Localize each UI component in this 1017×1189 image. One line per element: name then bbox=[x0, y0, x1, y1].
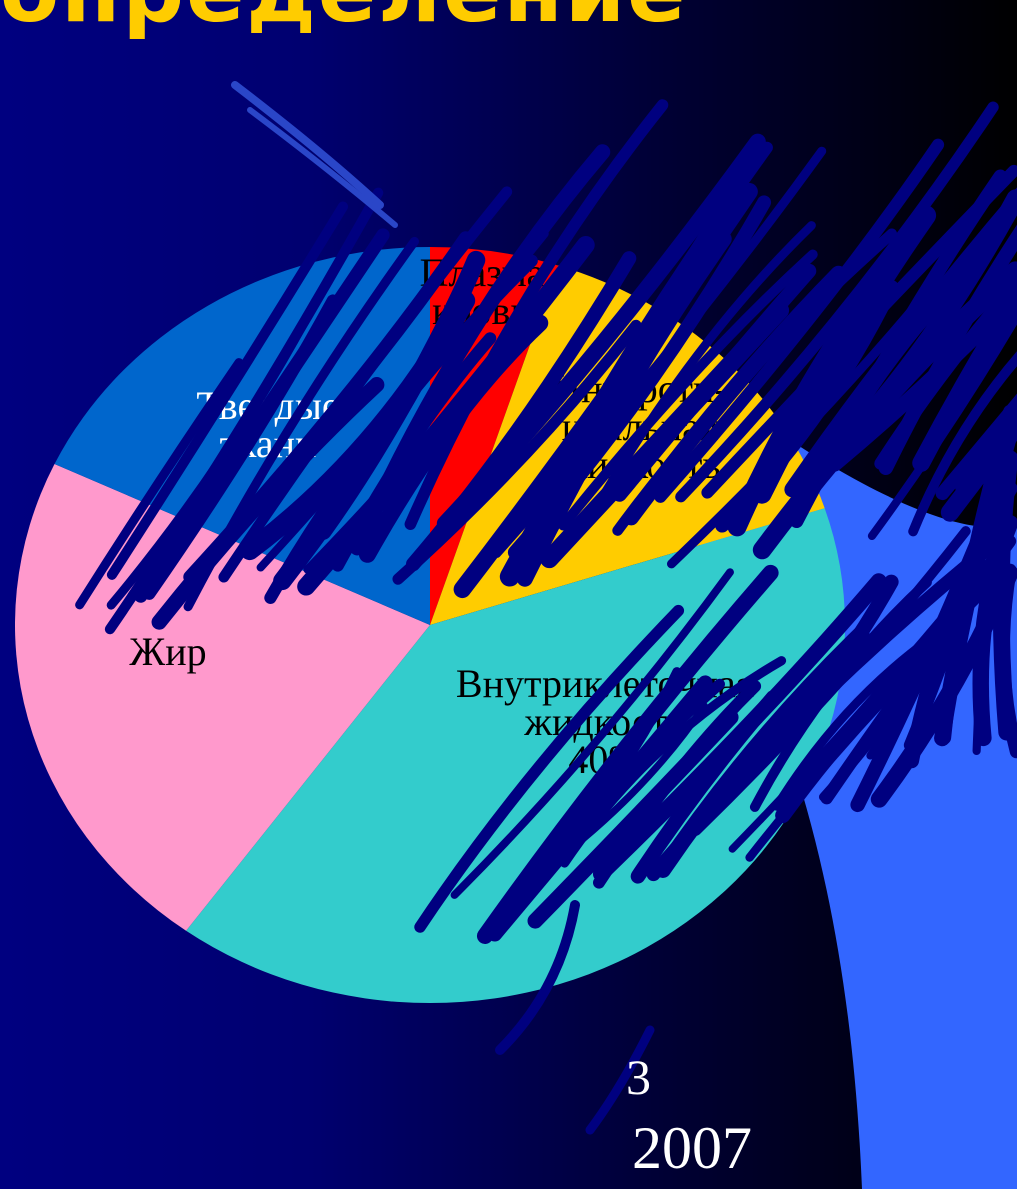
scribble-stroke bbox=[218, 186, 513, 583]
scribble-stroke bbox=[559, 656, 787, 868]
slide-title: определение bbox=[0, 0, 688, 42]
pie-slice bbox=[14, 464, 431, 931]
scribble-stroke bbox=[516, 230, 732, 587]
scribble-stroke bbox=[450, 568, 734, 899]
scribble-stroke bbox=[247, 107, 398, 228]
scribble-stroke bbox=[867, 308, 1017, 540]
scribble-stroke bbox=[585, 1025, 655, 1135]
scribble-stroke bbox=[806, 189, 1017, 483]
scribble-stroke bbox=[507, 667, 682, 906]
scribble-stroke bbox=[104, 187, 384, 635]
scribble-stroke bbox=[558, 249, 818, 531]
scribble-stroke bbox=[935, 393, 1017, 501]
scribble-stroke bbox=[414, 604, 685, 933]
scribble-stroke bbox=[495, 900, 580, 1055]
scribble-stroke bbox=[675, 101, 999, 503]
footer-year: 2007 bbox=[632, 1115, 752, 1181]
scribble-stroke bbox=[751, 205, 937, 504]
scribble-stroke bbox=[912, 278, 1017, 472]
scribble-stroke bbox=[996, 563, 1017, 759]
page-number: 3 bbox=[626, 1049, 651, 1105]
scribble-stroke bbox=[106, 201, 349, 580]
pie-slice-label: Жир bbox=[129, 629, 206, 674]
scribble-stroke bbox=[404, 99, 669, 530]
scribble-stroke bbox=[143, 294, 339, 600]
scribble-stroke bbox=[940, 410, 1017, 522]
scribble-stroke bbox=[587, 221, 816, 521]
scribble-stroke bbox=[349, 144, 611, 556]
scribble-stroke bbox=[436, 133, 766, 532]
scribble-stroke bbox=[878, 224, 1017, 475]
scribble-stroke bbox=[358, 314, 549, 563]
scribble-stroke bbox=[908, 351, 1017, 537]
scribble-stroke bbox=[654, 138, 945, 503]
scribble-stroke bbox=[528, 141, 773, 523]
scribble-stroke bbox=[955, 405, 1017, 493]
scribble-overlay bbox=[75, 81, 1017, 1135]
scribble-stroke bbox=[476, 564, 779, 944]
scribble-stroke bbox=[612, 263, 817, 502]
scribble-stroke bbox=[75, 358, 244, 610]
scribble-stroke bbox=[623, 265, 847, 526]
scribble-stroke bbox=[630, 690, 781, 884]
scribble-stroke bbox=[749, 577, 932, 812]
scribble-stroke bbox=[231, 81, 384, 209]
scribble-stroke bbox=[313, 278, 474, 541]
scribble-stroke bbox=[693, 574, 899, 824]
